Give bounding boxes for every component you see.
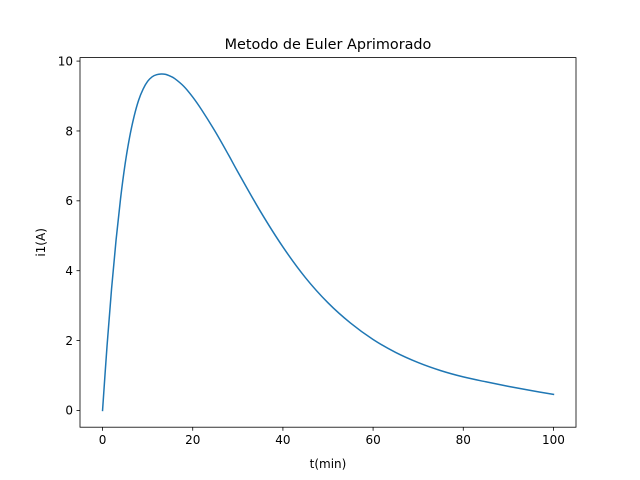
x-tick-label: 60 (365, 433, 380, 447)
y-axis-label: i1(A) (34, 228, 48, 257)
x-tick-label: 0 (99, 433, 107, 447)
x-axis-label: t(min) (310, 457, 347, 471)
plot-area-background (80, 57, 576, 428)
x-axis-ticks: 0 20 40 60 80 100 (99, 427, 565, 447)
y-tick-label: 10 (58, 54, 73, 68)
y-tick-label: 8 (65, 124, 73, 138)
y-tick-label: 2 (65, 334, 73, 348)
chart-title: Metodo de Euler Aprimorado (225, 37, 432, 53)
x-tick-label: 80 (456, 433, 471, 447)
y-tick-label: 4 (65, 264, 73, 278)
y-tick-label: 0 (65, 404, 73, 418)
series-layer (101, 73, 555, 412)
x-tick-label: 40 (275, 433, 290, 447)
x-tick-label: 100 (542, 433, 565, 447)
y-axis-ticks: 0 2 4 6 8 10 (58, 54, 80, 418)
series-line (101, 73, 555, 412)
x-tick-label: 20 (185, 433, 200, 447)
y-tick-label: 6 (65, 194, 73, 208)
plot-frame (79, 57, 577, 428)
